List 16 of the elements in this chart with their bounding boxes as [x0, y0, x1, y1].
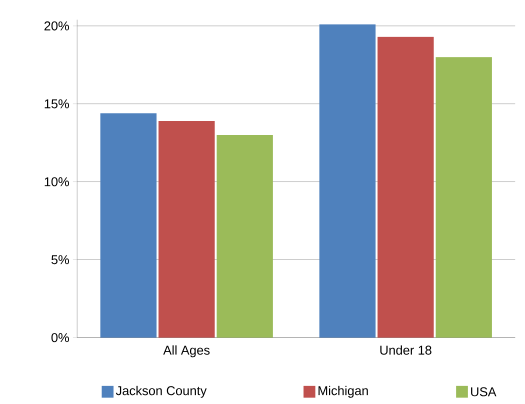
legend-label: USA	[471, 387, 496, 397]
bar	[436, 57, 492, 338]
y-tick-label: 15%	[44, 100, 69, 109]
y-tick-label: 0%	[51, 333, 69, 342]
x-tick-label: All Ages	[163, 346, 210, 358]
bar	[378, 37, 434, 338]
y-tick-label: 5%	[51, 255, 69, 264]
bar	[319, 24, 376, 338]
bar	[158, 121, 215, 338]
x-tick-label: Under 18	[380, 346, 432, 355]
legend-label: Jackson County	[116, 386, 207, 398]
y-tick-label: 20%	[44, 22, 69, 31]
y-tick-label: 10%	[44, 177, 69, 187]
bar	[100, 113, 157, 338]
bar	[216, 135, 273, 338]
legend-label: Michigan	[318, 386, 368, 398]
